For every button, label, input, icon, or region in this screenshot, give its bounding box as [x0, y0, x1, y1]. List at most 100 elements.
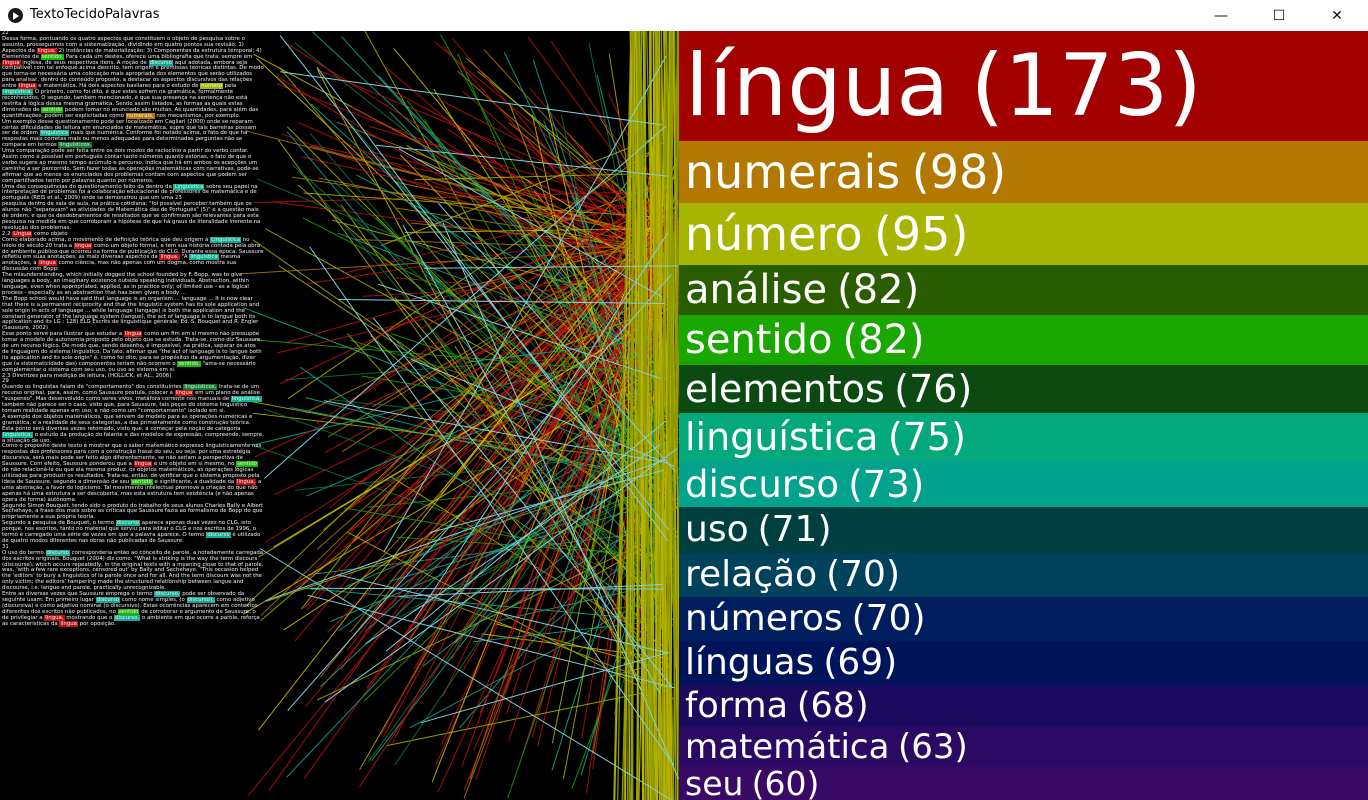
highlighted-word: numerais,	[125, 112, 155, 119]
connection-line	[393, 47, 676, 390]
source-text-paragraph: O uso do termo discurso corresponderia e…	[2, 549, 264, 592]
source-text-paragraph: Uma das consequências do questionamento …	[2, 183, 258, 202]
word-bar-label: discurso (73)	[685, 466, 924, 503]
connection-line	[642, 31, 657, 800]
highlighted-word: sentido	[130, 478, 153, 485]
word-bar-word: seu	[685, 764, 744, 800]
highlighted-word: língua	[73, 242, 93, 249]
word-bar-word: elementos	[685, 367, 885, 411]
word-bar: sentido (82)	[679, 315, 1368, 365]
word-bar-count: (60)	[751, 764, 820, 800]
highlighted-word: discurso),	[186, 597, 215, 603]
connection-line	[264, 125, 667, 479]
connection-line	[385, 420, 667, 652]
close-button[interactable]: ✕	[1331, 7, 1343, 24]
connection-line	[373, 296, 672, 622]
word-bar: seu (60)	[679, 767, 1368, 800]
word-bar: forma (68)	[679, 685, 1368, 727]
source-text-paragraph: Uma comparação pode ser feita entre os d…	[2, 148, 259, 184]
word-bar-count: (173)	[970, 36, 1202, 136]
connection-line	[410, 205, 668, 374]
highlighted-word: Linguística	[173, 183, 205, 190]
highlighted-word: discurso	[148, 59, 174, 66]
word-bar-label: análise (82)	[685, 270, 919, 310]
connection-line	[413, 232, 669, 622]
connection-line	[417, 158, 653, 266]
highlighted-word: linguísticos,	[183, 384, 218, 391]
connection-line	[437, 202, 676, 472]
connection-line	[279, 67, 670, 540]
connection-line	[253, 53, 673, 280]
connection-line	[365, 443, 662, 645]
connection-line	[381, 134, 664, 246]
word-bar-word: linguística	[685, 415, 879, 459]
connection-line	[457, 70, 653, 242]
connection-line	[260, 230, 660, 617]
word-bar-word: sentido	[685, 317, 833, 363]
connection-line	[307, 594, 675, 689]
connection-line	[318, 177, 679, 251]
highlighted-word: sentido.	[177, 360, 201, 367]
connection-line	[324, 447, 678, 703]
connection-line	[508, 102, 654, 480]
word-bar-label: língua (173)	[685, 43, 1202, 129]
connection-line	[246, 130, 673, 242]
highlighted-word: língua	[174, 390, 194, 397]
word-bar-label: línguas (69)	[685, 645, 897, 681]
connection-lines	[240, 31, 698, 800]
connection-line	[373, 317, 673, 688]
connection-line	[560, 114, 655, 565]
highlighted-word: linguística,	[230, 396, 262, 403]
word-bar-count: (76)	[894, 367, 973, 411]
minimize-button[interactable]: —	[1214, 7, 1228, 24]
connection-line	[245, 195, 673, 607]
word-bar-word: relação	[685, 554, 818, 595]
connection-line	[344, 507, 665, 564]
connection-line	[378, 283, 661, 379]
connection-line	[657, 31, 675, 800]
connection-line	[389, 497, 674, 582]
connection-line	[652, 31, 666, 800]
connection-line	[254, 263, 669, 458]
word-bar-word: números	[685, 598, 843, 639]
connection-line	[252, 239, 679, 539]
connection-line	[252, 412, 651, 462]
word-bar-word: matemática	[685, 727, 890, 767]
connection-line	[276, 83, 652, 228]
source-text-paragraph: Esse ponto serve para ilustrar que estud…	[2, 331, 263, 373]
connection-line	[278, 265, 680, 534]
highlighted-word: número	[200, 83, 223, 90]
word-bar: discurso (73)	[679, 461, 1368, 507]
source-text-paragraph: 31	[2, 543, 9, 550]
connection-line	[399, 584, 663, 597]
word-bar-word: número	[685, 207, 863, 261]
source-text-paragraph: 29	[2, 378, 9, 385]
word-bar-label: linguística (75)	[685, 418, 966, 456]
connection-line	[337, 232, 654, 351]
connection-line	[292, 164, 653, 482]
highlighted-word: língua;	[36, 47, 57, 54]
connection-line	[633, 31, 639, 800]
highlighted-word: sentido	[117, 608, 140, 615]
connection-line	[367, 476, 659, 508]
play-icon	[8, 8, 23, 23]
connection-line	[635, 31, 649, 800]
connection-line	[264, 289, 667, 543]
connection-line	[515, 201, 655, 220]
connection-line	[264, 408, 665, 554]
connection-line	[496, 223, 679, 326]
source-text-paragraph: 2.3 Diretrizes para medição de leitura, …	[2, 372, 172, 379]
highlighted-word: linguística.	[2, 89, 34, 96]
highlighted-word: Linguística	[210, 236, 242, 243]
word-bar-word: numerais	[685, 145, 901, 199]
connection-line	[358, 217, 679, 486]
maximize-button[interactable]: ☐	[1272, 7, 1286, 24]
connection-line	[442, 222, 679, 780]
connection-line	[404, 228, 653, 233]
connection-line	[402, 224, 661, 695]
connection-line	[265, 458, 668, 602]
connection-line	[398, 148, 663, 298]
word-bar-label: uso (71)	[685, 512, 832, 548]
connection-line	[349, 308, 665, 532]
connection-line	[532, 59, 659, 450]
